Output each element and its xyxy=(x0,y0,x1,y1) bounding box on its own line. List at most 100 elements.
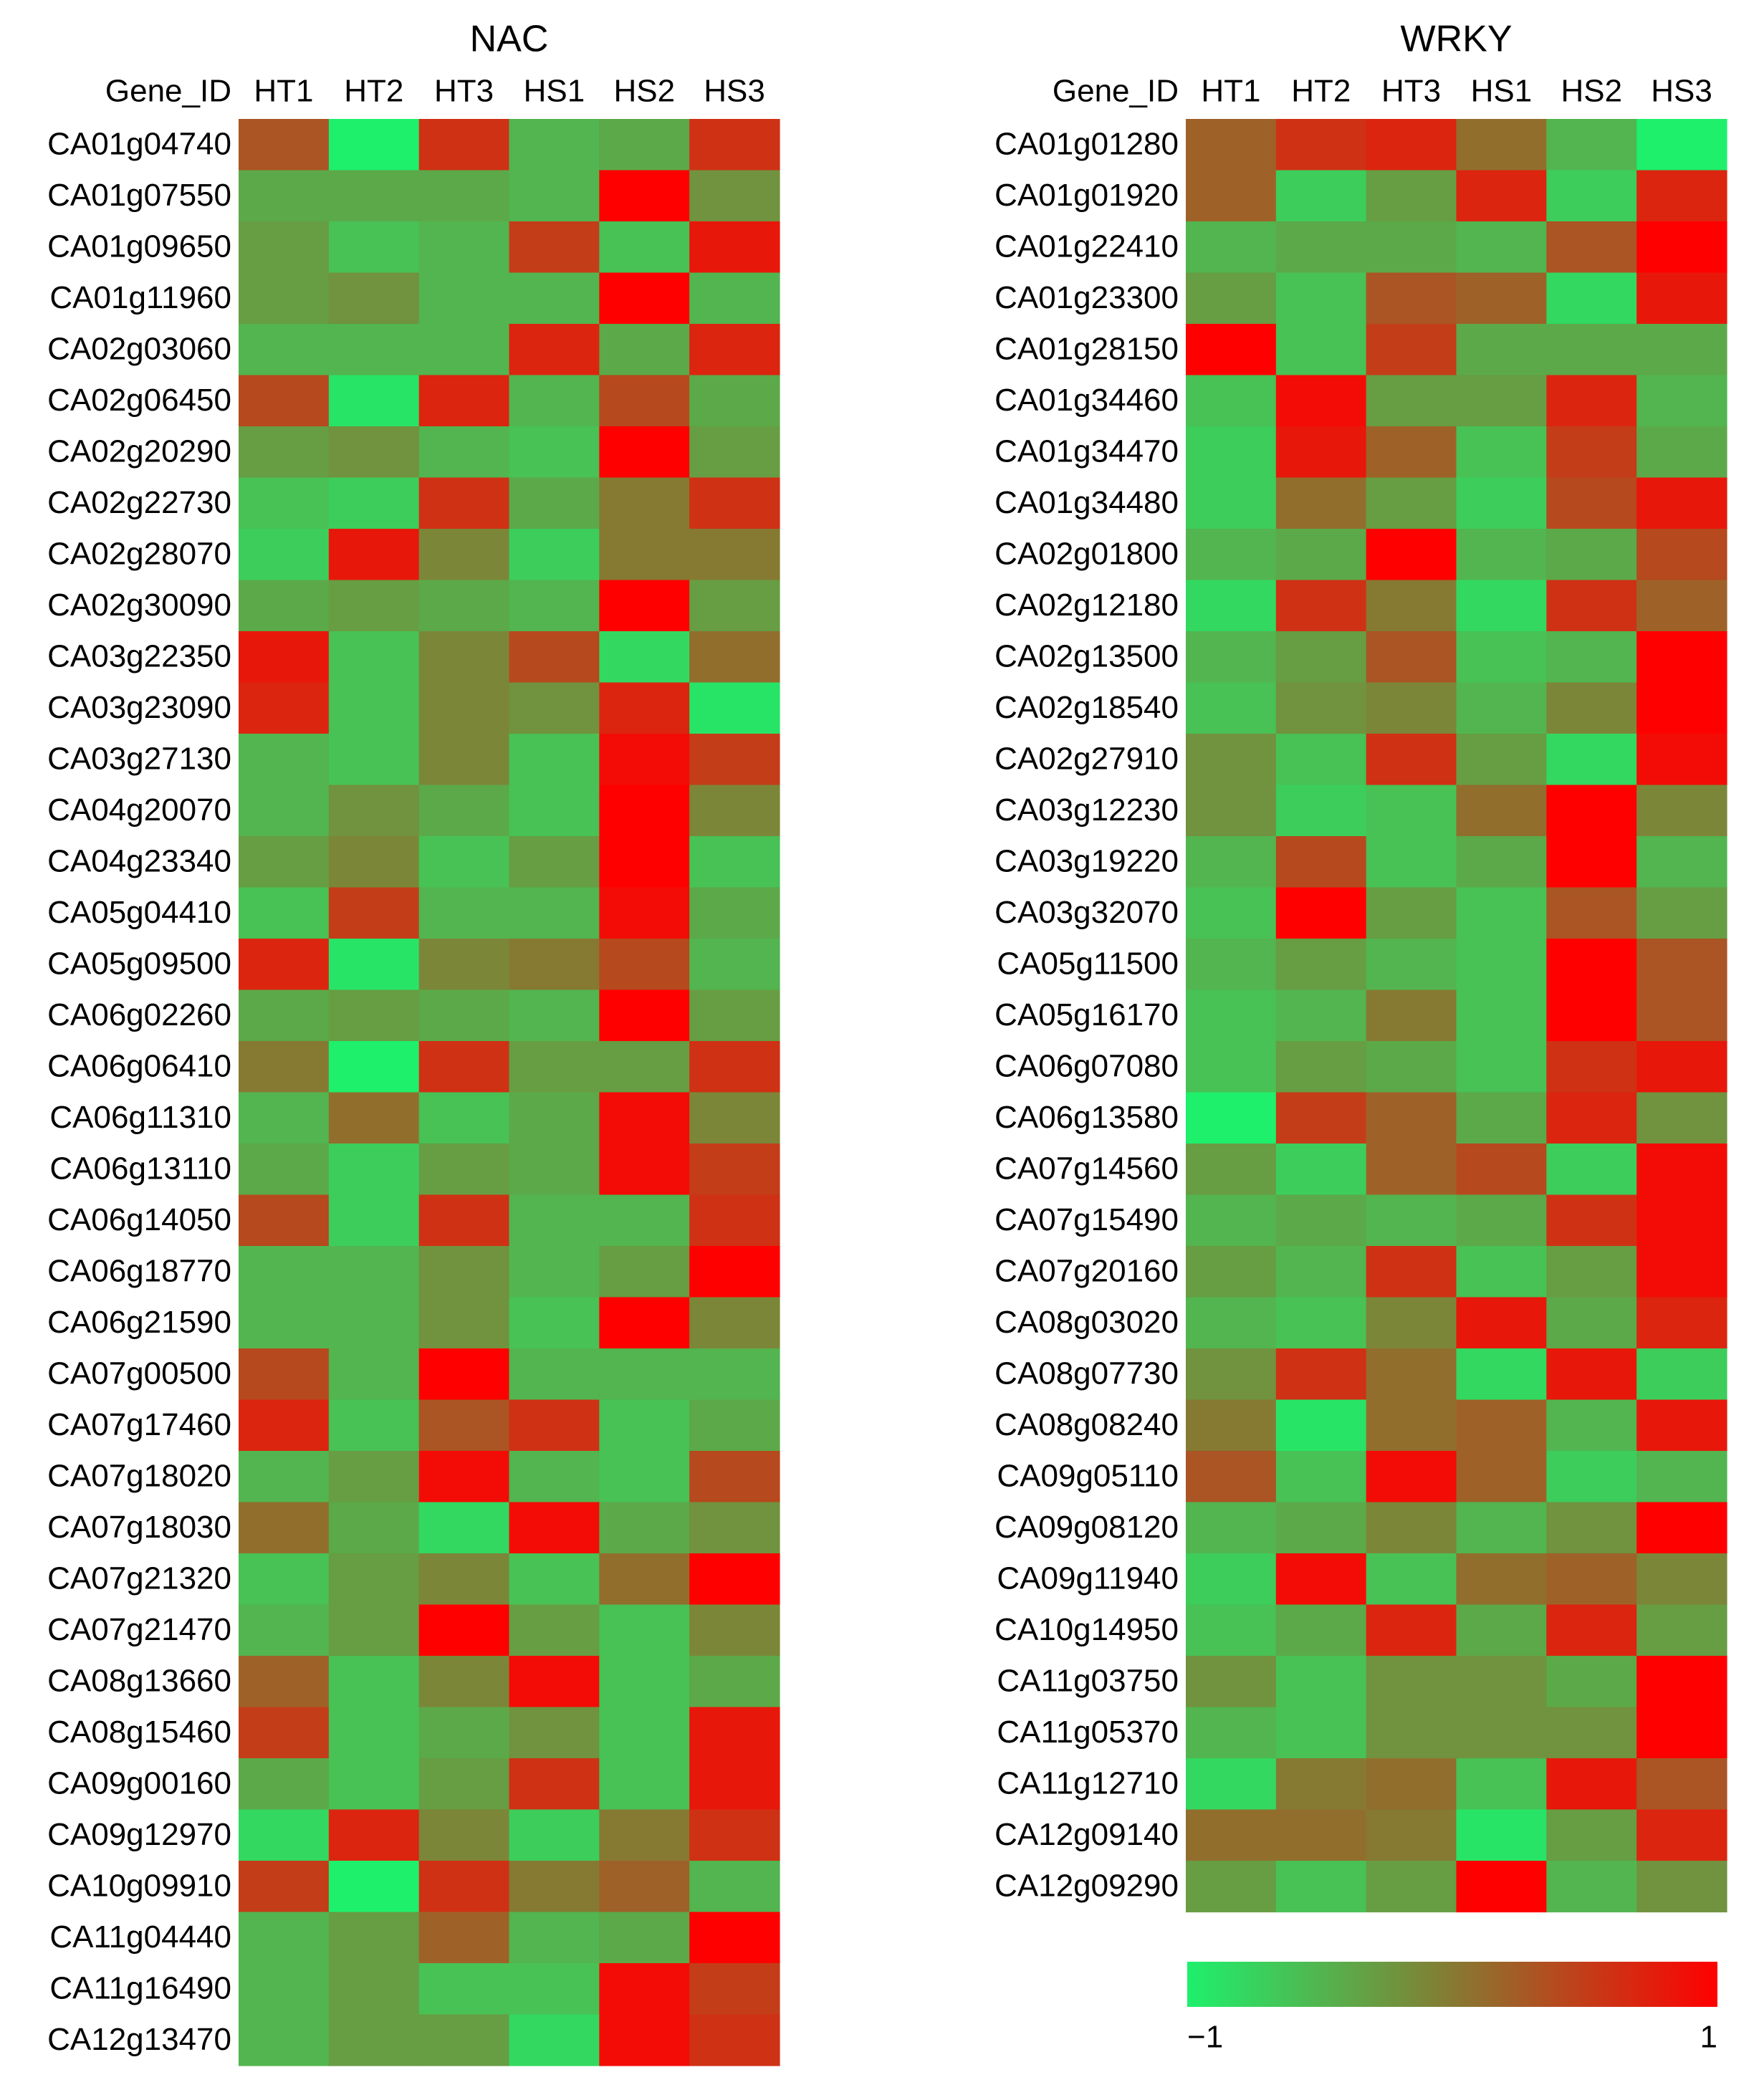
heatmap-cell xyxy=(1366,989,1457,1042)
heatmap-cell xyxy=(599,1144,690,1196)
heatmap-cell xyxy=(1456,1758,1547,1811)
heatmap-cell xyxy=(328,119,420,171)
row-label: CA07g17460 xyxy=(47,1407,231,1442)
heatmap-cell xyxy=(1275,580,1367,632)
heatmap-cell xyxy=(1456,1348,1547,1401)
heatmap-cell xyxy=(689,1758,780,1811)
heatmap-cell xyxy=(1366,1861,1457,1913)
column-label: HT1 xyxy=(1201,74,1260,109)
heatmap-cell xyxy=(1366,682,1457,734)
row-label: CA02g01800 xyxy=(994,536,1179,571)
heatmap-cell xyxy=(1546,1861,1637,1913)
heatmap-cell xyxy=(1186,426,1277,479)
heatmap-cell xyxy=(1456,170,1547,222)
row-label: CA02g20290 xyxy=(47,433,231,469)
heatmap-cell xyxy=(1186,1348,1277,1401)
heatmap-cell xyxy=(689,1707,780,1759)
heatmap-cell xyxy=(599,1246,690,1298)
heatmap-cell xyxy=(1186,631,1277,684)
heatmap-cell xyxy=(1186,477,1277,529)
row-label: CA06g13580 xyxy=(994,1100,1179,1135)
heatmap-cell xyxy=(418,1399,510,1452)
row-label: CA06g14050 xyxy=(47,1202,231,1237)
heatmap-cell xyxy=(418,1451,510,1503)
heatmap-cell xyxy=(1366,1297,1457,1349)
heatmap-cell xyxy=(1186,221,1277,274)
heatmap-cell xyxy=(1636,1194,1727,1247)
heatmap-cell xyxy=(1546,1041,1637,1093)
heatmap-cell xyxy=(1456,1656,1547,1708)
heatmap-cell xyxy=(689,1297,780,1349)
heatmap-cell xyxy=(328,426,420,479)
row-label: CA02g03060 xyxy=(47,331,231,366)
heatmap-cell xyxy=(1275,221,1367,274)
heatmap-cell xyxy=(1546,631,1637,684)
heatmap-cell xyxy=(1546,1553,1637,1606)
heatmap-cell xyxy=(599,1604,690,1657)
heatmap-cell xyxy=(1366,375,1457,427)
heatmap-cell xyxy=(1546,529,1637,581)
heatmap-cell xyxy=(239,989,330,1042)
column-label: HS3 xyxy=(704,74,765,109)
row-label: CA01g04740 xyxy=(47,126,231,161)
heatmap-cell xyxy=(1456,1399,1547,1452)
heatmap-cell xyxy=(1366,1092,1457,1144)
heatmap-cell xyxy=(509,1656,600,1708)
heatmap-cell xyxy=(509,221,600,274)
heatmap-cell xyxy=(1366,734,1457,786)
row-label: CA01g23300 xyxy=(994,280,1179,315)
heatmap-cell xyxy=(1456,1553,1547,1606)
heatmap-cell xyxy=(1186,1758,1277,1811)
heatmap-cell xyxy=(1636,1604,1727,1657)
heatmap-cell xyxy=(1456,1297,1547,1349)
column-label: HS2 xyxy=(613,74,675,109)
heatmap-cell xyxy=(1186,580,1277,632)
heatmap-cell xyxy=(599,1963,690,2015)
heatmap-cell xyxy=(1366,1604,1457,1657)
heatmap-cell xyxy=(689,836,780,888)
heatmap-cell xyxy=(1275,1144,1367,1196)
heatmap-cell xyxy=(239,324,330,376)
heatmap-cell xyxy=(1456,631,1547,684)
heatmap-cell xyxy=(1546,1707,1637,1759)
heatmap-cell xyxy=(328,1399,420,1452)
row-label: CA03g19220 xyxy=(994,843,1179,878)
heatmap-cell xyxy=(328,170,420,222)
heatmap-cell xyxy=(689,1912,780,1964)
heatmap-cell xyxy=(1546,682,1637,734)
heatmap-cell xyxy=(689,989,780,1042)
heatmap-cell xyxy=(509,1194,600,1247)
heatmap-cell xyxy=(599,426,690,479)
heatmap-cell xyxy=(1456,1092,1547,1144)
heatmap-cell xyxy=(239,734,330,786)
heatmap-cell xyxy=(1275,1758,1367,1811)
heatmap-cell xyxy=(418,375,510,427)
heatmap-cell xyxy=(1366,1144,1457,1196)
heatmap-cell xyxy=(599,1297,690,1349)
heatmap-cell xyxy=(328,221,420,274)
row-label: CA09g00160 xyxy=(47,1765,231,1801)
heatmap-cell xyxy=(328,324,420,376)
row-label: CA01g34460 xyxy=(994,383,1179,418)
heatmap-cell xyxy=(1186,1041,1277,1093)
heatmap-cell xyxy=(1186,1194,1277,1247)
heatmap-cell xyxy=(1366,631,1457,684)
heatmap-cell xyxy=(418,477,510,529)
heatmap-cell xyxy=(509,1144,600,1196)
row-label: CA07g14560 xyxy=(994,1151,1179,1186)
heatmap-cell xyxy=(1186,734,1277,786)
heatmap-cell xyxy=(328,734,420,786)
heatmap-cell xyxy=(239,939,330,991)
heatmap-cell xyxy=(689,887,780,939)
row-label: CA06g13110 xyxy=(49,1151,231,1186)
heatmap-cell xyxy=(599,170,690,222)
heatmap-cell xyxy=(1636,682,1727,734)
heatmap-cell xyxy=(1546,1194,1637,1247)
heatmap-cell xyxy=(1546,1656,1637,1708)
heatmap-cell xyxy=(418,1348,510,1401)
column-label: HT2 xyxy=(344,74,403,109)
heatmap-cell xyxy=(328,1604,420,1657)
column-label: HT3 xyxy=(434,74,494,109)
heatmap-cell xyxy=(1636,1297,1727,1349)
heatmap-cell xyxy=(1546,477,1637,529)
